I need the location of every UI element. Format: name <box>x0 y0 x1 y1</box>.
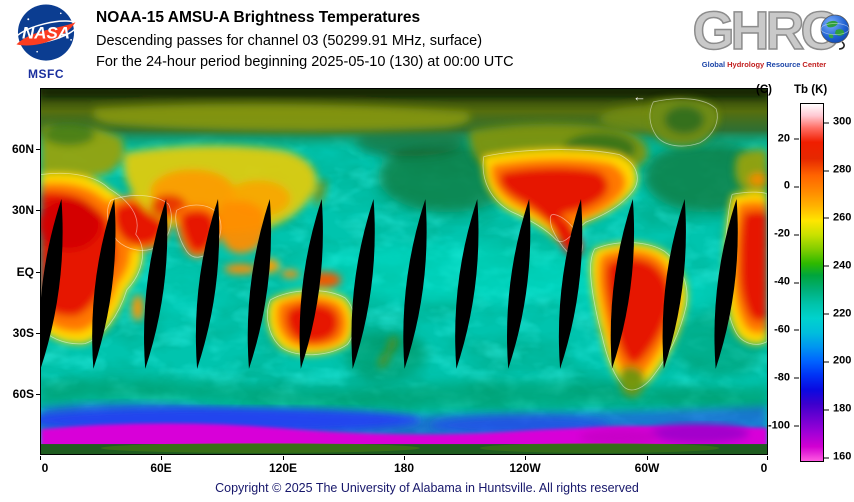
tagline-word: Center <box>802 60 827 69</box>
tagline-word: Resource <box>766 60 801 69</box>
lat-label: 60N <box>11 142 34 156</box>
celsius-tick: -20 <box>774 227 799 240</box>
lon-tick <box>647 456 648 460</box>
lon-label: 120W <box>509 461 541 475</box>
lon-tick <box>767 456 768 460</box>
subtitle-channel: Descending passes for channel 03 (50299.… <box>96 33 483 49</box>
lat-tick <box>36 394 40 395</box>
kelvin-tick: 260 <box>823 211 852 224</box>
lat-tick <box>36 272 40 273</box>
nasa-meatball-icon: NASA <box>14 4 78 61</box>
continents <box>41 98 767 397</box>
nasa-center-label: MSFC <box>28 67 64 81</box>
colorbar-kelvin-unit: Tb (K) <box>794 84 828 96</box>
latitude-axis: 60N 30N EQ 30S 60S <box>0 88 40 455</box>
subtitle-period: For the 24-hour period beginning 2025-05… <box>96 54 514 70</box>
kelvin-tick: 280 <box>823 163 852 176</box>
lon-label: 60W <box>634 461 660 475</box>
header-titles: NOAA-15 AMSU-A Brightness Temperatures D… <box>96 9 514 75</box>
lon-tick <box>40 456 41 460</box>
celsius-tick: 0 <box>783 179 800 192</box>
colorbar-kelvin-scale: 300 280 260 240 220 200 180 160 <box>823 103 854 463</box>
lon-label: 180 <box>393 461 415 475</box>
kelvin-tick: 200 <box>823 354 852 367</box>
ghrc-acronym: GHRC <box>692 1 841 61</box>
lat-label: 30S <box>12 326 34 340</box>
tagline-word: Global <box>701 60 726 69</box>
kelvin-tick: 180 <box>823 402 852 415</box>
lat-tick <box>36 210 40 211</box>
lon-label: 120E <box>268 461 298 475</box>
colorbar-celsius-unit: (C) <box>756 84 772 96</box>
ghrc-logo: GHRC Global Hydrology Resource Center <box>678 1 850 69</box>
kelvin-tick: 220 <box>823 307 852 320</box>
celsius-tick: -80 <box>774 371 799 384</box>
colorbar-gradient <box>800 103 824 462</box>
colorbar-celsius-scale: 20 0 -20 -40 -60 -80 -100 <box>756 103 800 462</box>
celsius-tick: -60 <box>774 323 799 336</box>
ghrc-tagline: Global Hydrology Resource Center <box>678 60 850 69</box>
tagline-word: Hydrology <box>727 60 765 69</box>
brightness-temperature-map: ← <box>40 88 768 455</box>
celsius-tick: 20 <box>777 132 800 145</box>
longitude-axis: 0 60E 120E 180 120W 60W 0 <box>40 456 768 475</box>
lon-tick <box>161 456 162 460</box>
nasa-wordmark: NASA <box>22 23 70 42</box>
antarctic-band <box>41 402 767 454</box>
lon-tick <box>283 456 284 460</box>
lon-label: 0 <box>41 461 49 475</box>
colorbar: (C) Tb (K) 20 0 -20 -40 -60 -80 -100 300… <box>756 84 854 484</box>
lon-label: 0 <box>760 461 768 475</box>
nasa-logo: NASA MSFC <box>8 3 84 81</box>
copyright-notice: Copyright © 2025 The University of Alaba… <box>215 481 639 495</box>
kelvin-tick: 160 <box>823 450 852 463</box>
celsius-tick: -100 <box>767 419 800 432</box>
kelvin-tick: 240 <box>823 259 852 272</box>
celsius-tick: -40 <box>774 275 799 288</box>
page-title: NOAA-15 AMSU-A Brightness Temperatures <box>96 9 421 26</box>
lon-label: 60E <box>150 461 172 475</box>
map-raster <box>41 89 767 454</box>
lat-tick <box>36 149 40 150</box>
lat-label: 30N <box>11 203 34 217</box>
lon-tick <box>404 456 405 460</box>
lat-tick <box>36 333 40 334</box>
lat-label: 60S <box>12 387 34 401</box>
swath-direction-arrow-icon: ← <box>633 89 646 104</box>
kelvin-tick: 300 <box>823 115 852 128</box>
lat-label: EQ <box>16 265 34 279</box>
globe-icon <box>820 14 850 50</box>
lon-tick <box>525 456 526 460</box>
